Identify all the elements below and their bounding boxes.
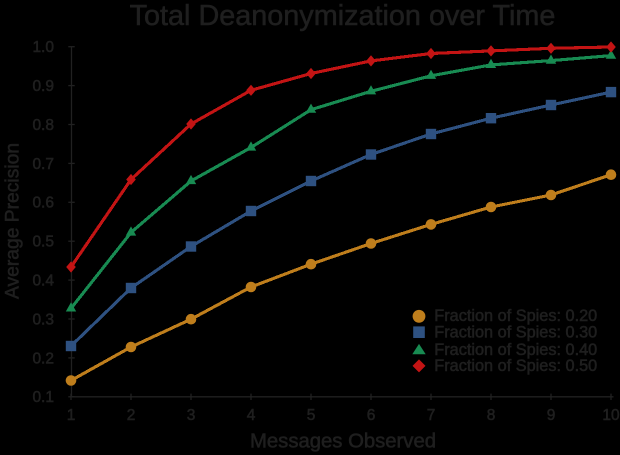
svg-text:0.1: 0.1: [32, 389, 54, 406]
svg-text:Messages Observed: Messages Observed: [250, 431, 436, 453]
svg-text:0.9: 0.9: [32, 78, 54, 95]
svg-text:2: 2: [127, 407, 136, 424]
svg-text:4: 4: [247, 407, 256, 424]
svg-text:0.4: 0.4: [32, 273, 54, 290]
svg-text:6: 6: [367, 407, 376, 424]
svg-text:0.5: 0.5: [32, 234, 54, 251]
svg-text:0.2: 0.2: [32, 350, 54, 367]
svg-text:8: 8: [487, 407, 496, 424]
svg-text:5: 5: [307, 407, 316, 424]
svg-text:0.3: 0.3: [32, 311, 54, 328]
svg-text:Fraction of Spies: 0.30: Fraction of Spies: 0.30: [434, 324, 597, 342]
svg-text:Fraction of Spies: 0.50: Fraction of Spies: 0.50: [434, 357, 597, 375]
svg-text:0.7: 0.7: [32, 156, 54, 173]
svg-text:0.8: 0.8: [32, 117, 54, 134]
svg-text:10: 10: [602, 407, 620, 424]
svg-text:9: 9: [547, 407, 556, 424]
svg-text:Fraction of Spies: 0.40: Fraction of Spies: 0.40: [434, 341, 597, 359]
svg-text:Fraction of Spies: 0.20: Fraction of Spies: 0.20: [434, 307, 597, 325]
svg-text:Average Precision: Average Precision: [2, 143, 23, 299]
svg-text:0.6: 0.6: [32, 195, 54, 212]
svg-text:Total Deanonymization over Tim: Total Deanonymization over Time: [130, 0, 556, 32]
svg-text:1: 1: [67, 407, 76, 424]
svg-text:1.0: 1.0: [32, 39, 54, 56]
svg-text:7: 7: [427, 407, 436, 424]
svg-text:3: 3: [187, 407, 196, 424]
